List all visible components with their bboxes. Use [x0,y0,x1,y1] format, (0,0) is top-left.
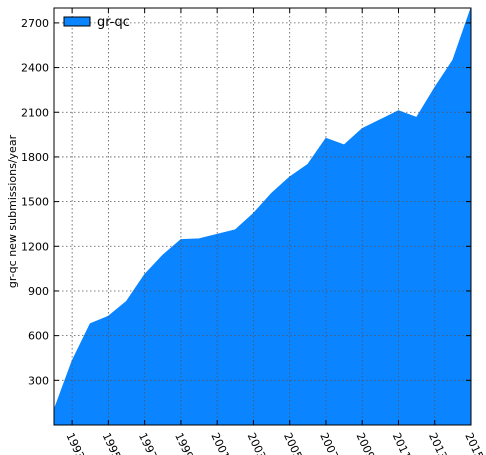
grid-layer [54,8,472,425]
legend-label: gr-qc [97,15,130,30]
y-tick-label: 1200 [21,240,49,253]
legend-swatch [63,16,91,27]
y-axis-title: gr-qc new submissions/year [6,134,19,288]
x-tick-label: 1999 [172,431,196,455]
y-tick-label: 1800 [21,151,49,164]
x-tick-label: 2009 [353,431,377,455]
legend: gr-qc [63,15,130,30]
y-tick-label: 2100 [21,106,49,119]
x-tick-label: 1995 [100,431,124,455]
x-tick-label: 1993 [63,431,87,455]
y-tick-label: 300 [28,374,49,387]
tick-layer [54,8,472,425]
x-tick-label: 2005 [281,431,305,455]
y-tick-label: 600 [28,330,49,343]
y-tick-label: 2400 [21,62,49,75]
area-series-gr-qc [53,7,472,426]
y-tick-label: 2700 [21,17,49,30]
x-tick-label: 2003 [245,431,269,455]
x-tick-label: 1997 [136,431,160,455]
y-tick-label: 900 [28,285,49,298]
x-tick-label: 2011 [390,431,414,455]
x-tick-label: 2013 [426,431,450,455]
x-tick-label: 2007 [317,431,341,455]
area-layer [53,7,472,426]
x-tick-label: 2015 [462,431,486,455]
y-tick-label: 1500 [21,196,49,209]
x-tick-label: 2001 [208,431,232,455]
plot-frame [53,7,472,426]
